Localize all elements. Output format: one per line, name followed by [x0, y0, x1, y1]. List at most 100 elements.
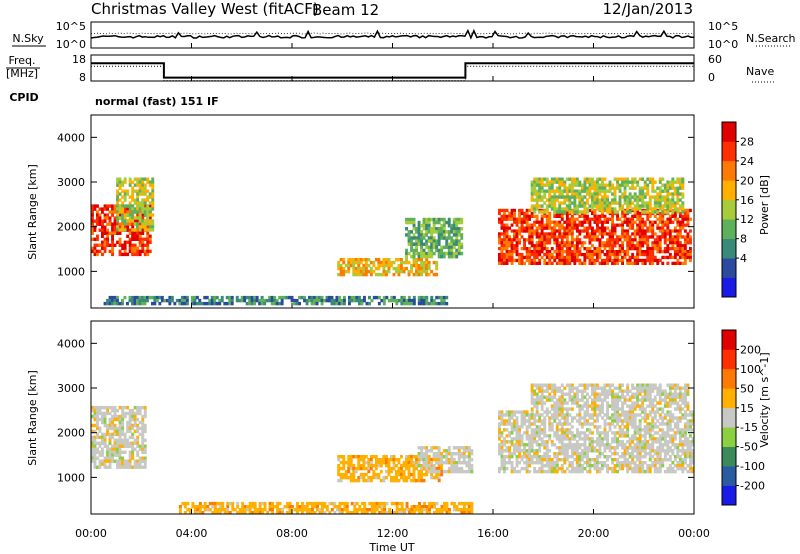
heatmap-cell [121, 441, 125, 445]
heatmap-cell [113, 228, 117, 232]
heatmap-cell [447, 248, 451, 253]
heatmap-cell [498, 235, 501, 239]
heatmap-cell [136, 462, 140, 466]
heatmap-cell [364, 263, 368, 268]
heatmap-cell [671, 449, 675, 453]
heatmap-cell [530, 252, 534, 257]
heatmap-cell [626, 449, 630, 453]
heatmap-cell [101, 231, 104, 235]
heatmap-cell [646, 443, 650, 447]
heatmap-cell [663, 413, 667, 417]
heatmap-cell [498, 425, 501, 429]
heatmap-cell [392, 458, 396, 462]
heatmap-cell [528, 247, 532, 251]
heatmap-cell [335, 298, 339, 303]
heatmap-cell [588, 431, 592, 435]
heatmap-cell [148, 234, 152, 238]
heatmap-cell [558, 434, 562, 438]
heatmap-cell [601, 189, 604, 193]
heatmap-cell [387, 269, 391, 274]
heatmap-cell [643, 235, 647, 239]
heatmap-cell [658, 455, 662, 459]
heatmap-cell [661, 220, 665, 224]
heatmap-cell [339, 258, 343, 262]
heatmap-cell [543, 464, 547, 468]
heatmap-cell [146, 204, 150, 208]
heatmap-cell [628, 443, 632, 447]
heatmap-cell [626, 210, 630, 214]
heatmap-cell [686, 241, 690, 245]
heatmap-cell [445, 449, 449, 453]
heatmap-cell [337, 466, 341, 471]
heatmap-cell [158, 295, 162, 300]
heatmap-cell [548, 252, 552, 257]
heatmap-cell [573, 183, 577, 187]
heatmap-cell [442, 223, 446, 228]
heatmap-cell [377, 272, 381, 277]
heatmap-cell [445, 251, 449, 256]
heatmap-cell [568, 428, 572, 432]
heatmap-cell [580, 252, 584, 257]
heatmap-cell [636, 431, 640, 435]
heatmap-cell [613, 449, 617, 453]
heatmap-cell [601, 201, 604, 205]
heatmap-cell [278, 508, 282, 512]
heatmap-cell [653, 425, 657, 429]
heatmap-cell [407, 301, 411, 306]
heatmap-cell [673, 186, 677, 190]
heatmap-cell [575, 244, 579, 248]
heatmap-cell [591, 250, 594, 254]
heatmap-cell [616, 461, 619, 465]
heatmap-cell [437, 248, 441, 253]
heatmap-cell [553, 466, 557, 471]
heatmap-cell [676, 455, 680, 459]
colorbar-tick-label: 4 [740, 252, 747, 265]
heatmap-cell [420, 242, 423, 246]
heatmap-cell [372, 269, 376, 274]
heatmap-cell [196, 505, 200, 509]
heatmap-cell [661, 446, 665, 450]
heatmap-cell [656, 419, 660, 423]
heatmap-cell [543, 177, 547, 181]
heatmap-cell [498, 422, 501, 426]
heatmap-cell [430, 269, 434, 274]
heatmap-cell [505, 244, 509, 248]
heatmap-cell [437, 455, 441, 459]
heatmap-cell [651, 258, 655, 263]
heatmap-cell [565, 198, 569, 202]
heatmap-cell [528, 452, 532, 456]
heatmap-cell [573, 466, 577, 471]
heatmap-cell [452, 242, 456, 246]
heatmap-cell [651, 220, 655, 224]
heatmap-cell [353, 508, 357, 512]
heatmap-cell [533, 220, 537, 224]
heatmap-cell [178, 511, 182, 514]
heatmap-cell [535, 214, 539, 218]
heatmap-cell [91, 237, 94, 241]
heatmap-cell [467, 455, 471, 459]
heatmap-cell [374, 455, 378, 459]
heatmap-cell [128, 222, 132, 226]
heatmap-cell [216, 511, 220, 514]
heatmap-cell [668, 217, 672, 221]
heatmap-cell [623, 455, 627, 459]
heatmap-cell [613, 255, 617, 260]
heatmap-cell [417, 478, 421, 483]
heatmap-cell [395, 469, 398, 474]
heatmap-cell [186, 501, 190, 506]
heatmap-cell [96, 414, 99, 419]
heatmap-cell [555, 261, 559, 265]
heatmap-cell [681, 413, 685, 417]
heatmap-cell [108, 417, 112, 422]
heatmap-cell [623, 452, 627, 456]
heatmap-cell [420, 260, 423, 265]
heatmap-cell [225, 301, 229, 306]
heatmap-cell [623, 443, 627, 447]
heatmap-cell [93, 450, 97, 454]
heatmap-cell [513, 208, 516, 213]
heatmap-cell [513, 422, 516, 426]
heatmap-cell [96, 234, 99, 238]
heatmap-cell [412, 466, 416, 471]
heatmap-cell [643, 186, 647, 190]
heatmap-cell [616, 250, 619, 254]
